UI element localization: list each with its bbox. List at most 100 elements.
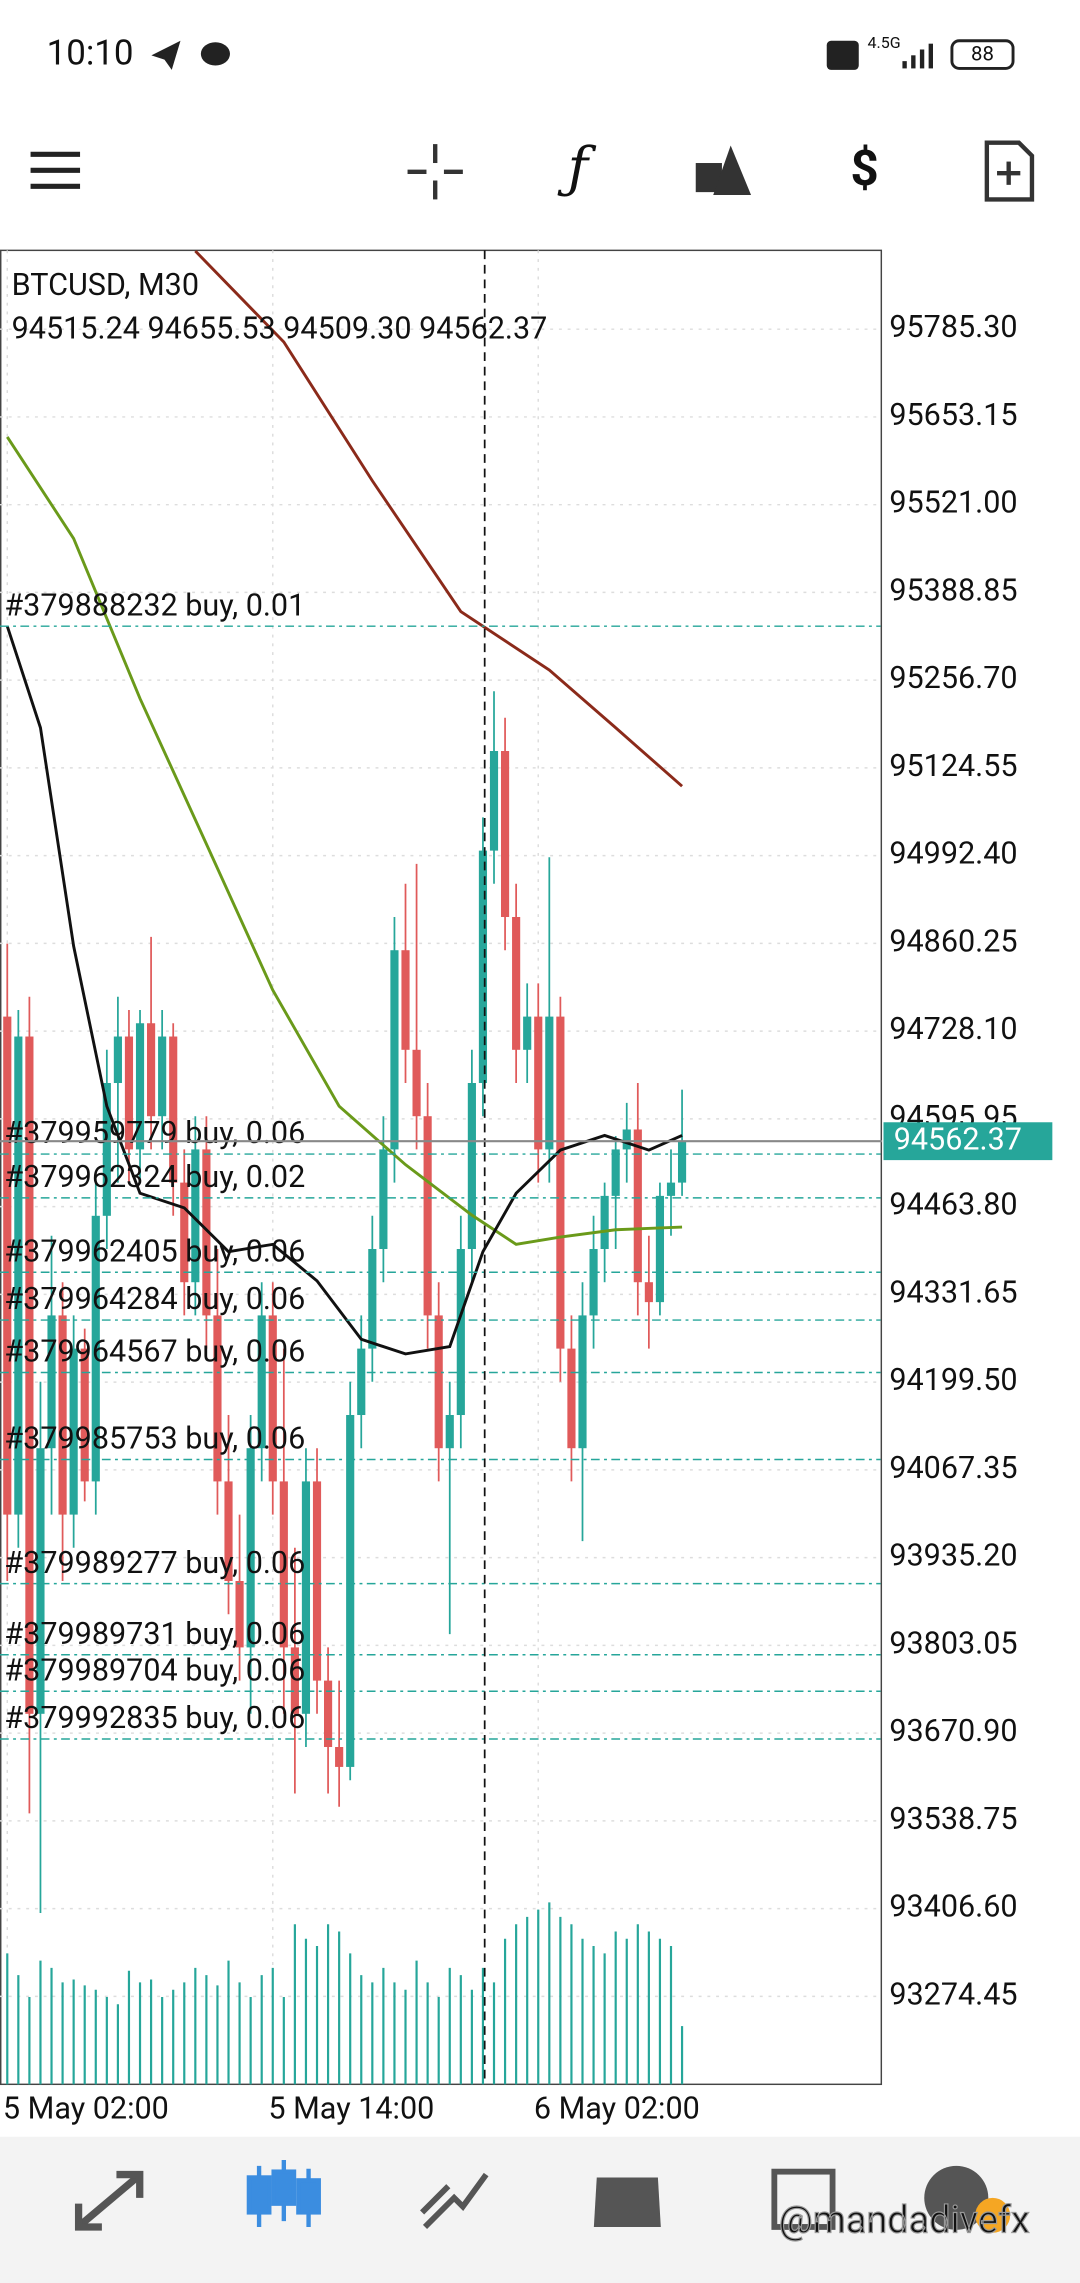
candle-body [677,1141,687,1183]
order-label: #379964284 buy, 0.06 [4,1282,305,1317]
candle-body [3,1016,12,1515]
last-price-box [883,1122,1053,1161]
chart: #379888232 buy, 0.01 #379959779 buy, 0.06… [0,250,881,2085]
y-tick-label: 95388.85 [889,573,1017,608]
chart-title: BTCUSD, M30 [12,268,199,303]
candle-body [357,1348,366,1416]
order-label: #379959779 buy, 0.06 [4,1116,305,1151]
menu-button[interactable] [30,151,81,189]
order-label: #379992835 buy, 0.06 [4,1701,305,1736]
candle-body [412,1049,421,1117]
ohlc-readout: 94515.24 94655.53 94509.30 94562.37 [12,311,548,346]
candle-body [47,1315,56,1449]
candle-body [158,1036,167,1117]
y-tick-label: 93935.20 [889,1539,1017,1574]
candle-body [523,1016,532,1050]
candle-body [58,1315,67,1515]
candle-body [69,1348,78,1515]
y-tick-label: 93538.75 [889,1802,1017,1837]
quotes-tab[interactable] [74,2170,144,2231]
candle-body [445,1415,454,1449]
candle-body [556,1016,565,1349]
candle-body [290,1647,299,1714]
candle-body [113,1036,122,1084]
candle-body [91,1215,100,1482]
indicators-button[interactable]: ƒ [557,136,597,200]
y-tick-label: 95653.15 [889,398,1017,433]
notification-dot [975,2197,1011,2233]
candle-body [467,1083,476,1250]
candle-body [390,950,399,1150]
y-tick-label: 93274.45 [889,1977,1017,2012]
candle-body [224,1481,233,1582]
trade-button[interactable]: $ [850,140,878,198]
y-tick-label: 94728.10 [889,1012,1017,1047]
y-tick-label: 95256.70 [889,661,1017,696]
more-tab[interactable] [924,2165,989,2230]
candle-body [567,1348,576,1449]
candle-body [368,1249,377,1349]
candle-body [644,1282,653,1303]
bottom-nav [0,2136,1080,2283]
candle-body [102,1083,111,1216]
candle-body [213,1315,222,1482]
y-tick-label: 94199.50 [889,1363,1017,1398]
battery-level: 88 [971,42,994,66]
last-price-label: 94562.37 [894,1122,1022,1157]
order-label: #379888232 buy, 0.01 [4,588,305,623]
candle-body [622,1129,631,1150]
candle-body [401,950,410,1050]
candle-body [478,850,488,1084]
history-tab[interactable] [593,2177,661,2227]
y-tick-label: 95785.30 [889,310,1017,345]
candle-body [191,1149,200,1283]
network-type: 4.5G [867,33,900,52]
candle-body [25,1036,34,1714]
y-tick-label: 94860.25 [889,924,1017,959]
chart-tab[interactable] [246,2160,321,2227]
candle-body [335,1747,344,1767]
x-tick-label: 6 May 02:00 [534,2092,700,2127]
candle-body [456,1249,465,1416]
crosshair-button[interactable] [407,144,463,200]
order-label: #379962324 buy, 0.02 [4,1160,305,1195]
candle-body [257,1315,266,1449]
y-tick-label: 95124.55 [889,749,1017,784]
candle-body [611,1149,620,1196]
ohlc-high: 94655.53 [147,311,275,346]
candle-body [279,1481,288,1648]
candle-body [489,751,499,851]
y-tick-label: 93406.60 [889,1890,1017,1925]
y-tick-label: 94067.35 [889,1451,1017,1486]
candle-body [578,1315,587,1449]
candle-body [423,1116,432,1316]
candle-body [268,1315,277,1482]
y-tick-label: 93670.90 [889,1714,1017,1749]
candle-body [434,1315,443,1449]
watermark: @mandadivefx [779,2199,1030,2243]
candle-body [169,1036,178,1183]
candle-body [246,1448,255,1648]
trade-tab[interactable] [420,2172,489,2230]
news-tab[interactable] [771,2168,836,2230]
y-tick-label: 95521.00 [889,486,1017,521]
candle-body [589,1249,598,1316]
new-order-button[interactable] [984,140,1035,202]
candle-body [545,1016,554,1150]
y-tick-label: 94992.40 [889,837,1017,872]
order-label: #379989731 buy, 0.06 [4,1617,305,1652]
order-label: #379964567 buy, 0.06 [4,1335,305,1370]
candle-body [80,1348,89,1482]
candle-body [379,1149,388,1250]
candle-body [324,1680,333,1748]
objects-button[interactable] [695,145,752,196]
order-label: #379962405 buy, 0.06 [4,1234,305,1269]
candle-body [534,1016,543,1150]
y-tick-label: 94331.65 [889,1275,1017,1310]
candle-body [655,1195,665,1303]
order-label: #379985753 buy, 0.06 [4,1422,305,1457]
candle-body [312,1481,322,1681]
candle-body [14,1036,23,1515]
